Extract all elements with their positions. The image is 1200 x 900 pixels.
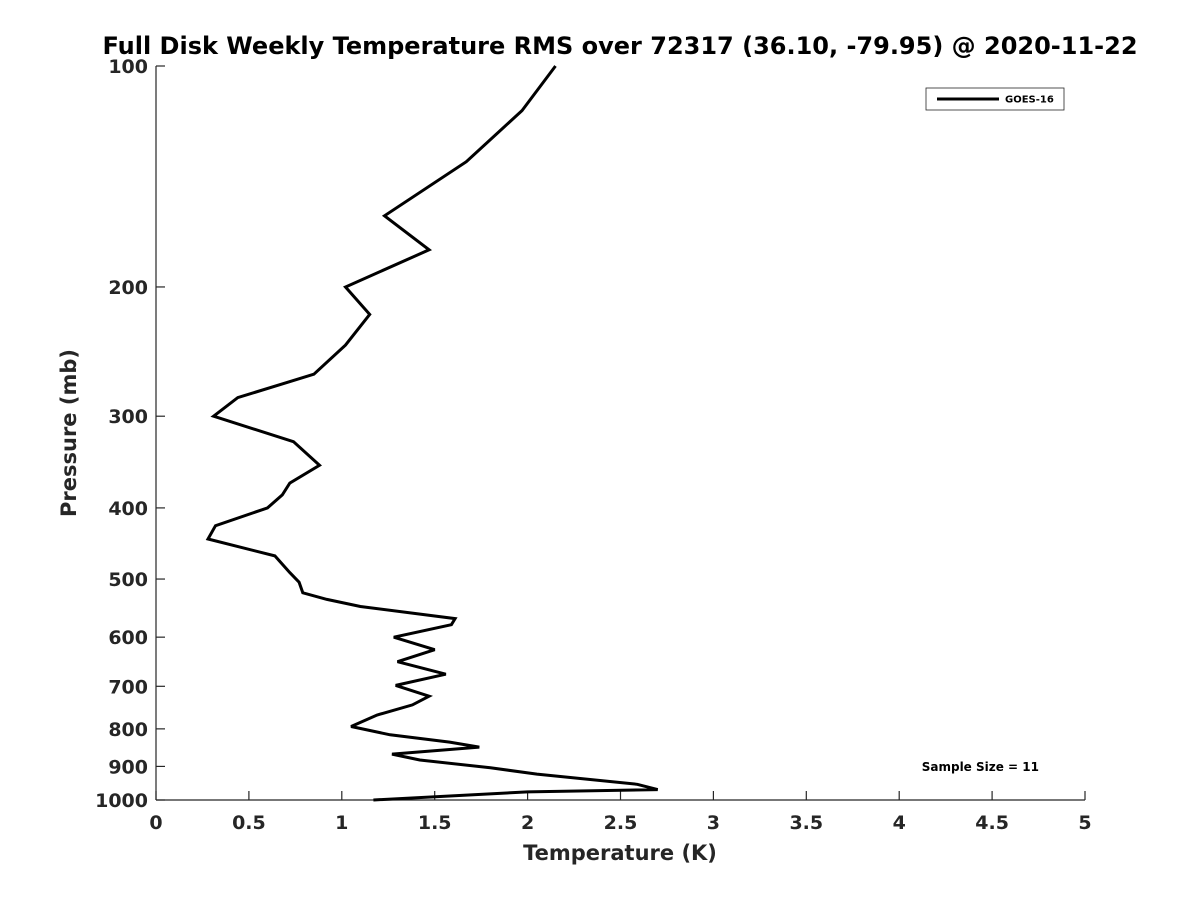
- y-tick-label: 700: [108, 676, 148, 698]
- x-tick-label: 5: [1078, 812, 1091, 834]
- x-tick-label: 2: [521, 812, 534, 834]
- sample-size-annotation: Sample Size = 11: [922, 760, 1039, 774]
- y-axis-ticks: 100 200 300 400 500 600 700 800 900 1000: [95, 56, 165, 812]
- x-axis-label: Temperature (K): [523, 841, 717, 865]
- y-tick-label: 1000: [95, 790, 148, 812]
- series-line-goes16: [205, 65, 659, 802]
- x-tick-label: 0.5: [232, 812, 266, 834]
- y-tick-label: 300: [108, 406, 148, 428]
- y-axis-label: Pressure (mb): [57, 349, 81, 517]
- x-tick-label: 1.5: [418, 812, 452, 834]
- x-tick-label: 0: [149, 812, 162, 834]
- y-tick-label: 400: [108, 498, 148, 520]
- legend-label-goes16: GOES-16: [1005, 95, 1054, 106]
- y-tick-label: 900: [108, 756, 148, 778]
- y-tick-label: 200: [108, 277, 148, 299]
- x-tick-label: 4: [893, 812, 906, 834]
- x-tick-label: 3.5: [789, 812, 823, 834]
- chart-title: Full Disk Weekly Temperature RMS over 72…: [102, 32, 1137, 60]
- y-tick-label: 500: [108, 569, 148, 591]
- plot-area: [156, 66, 1085, 800]
- x-tick-label: 2.5: [604, 812, 638, 834]
- legend: GOES-16: [925, 87, 1065, 111]
- x-axis-ticks: 0 0.5 1 1.5 2 2.5 3 3.5 4 4.5 5: [149, 791, 1092, 834]
- x-tick-label: 4.5: [975, 812, 1009, 834]
- series-group: [205, 65, 659, 802]
- y-tick-label: 600: [108, 627, 148, 649]
- x-tick-label: 1: [335, 812, 348, 834]
- x-tick-label: 3: [707, 812, 720, 834]
- y-tick-label: 100: [108, 56, 148, 78]
- y-tick-label: 800: [108, 719, 148, 741]
